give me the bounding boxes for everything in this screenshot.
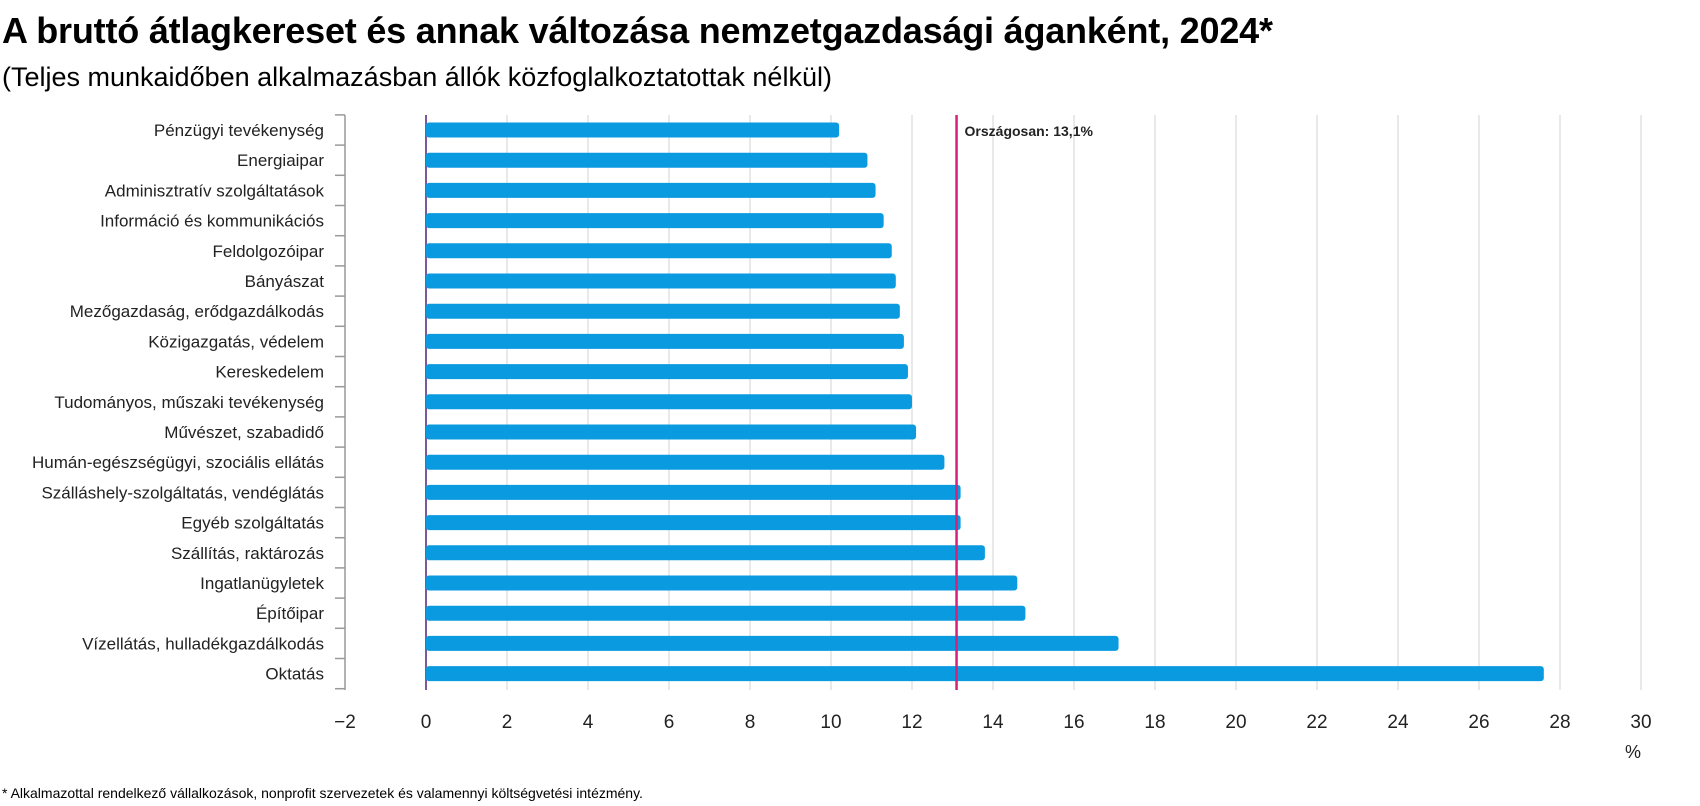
bar <box>426 152 868 168</box>
category-label: Közigazgatás, védelem <box>148 332 324 351</box>
category-label: Vízellátás, hulladékgazdálkodás <box>82 634 324 653</box>
bar <box>426 666 1544 682</box>
bar <box>426 182 876 198</box>
bar <box>426 394 912 410</box>
x-tick-label: 14 <box>982 712 1004 733</box>
category-label: Művészet, szabadidő <box>164 423 324 442</box>
bar <box>426 273 896 289</box>
chart-subtitle: (Teljes munkaidőben alkalmazásban állók … <box>2 62 832 92</box>
bar <box>426 303 900 319</box>
bar-chart: Országosan: 13,1% Pénzügyi tevékenység En… <box>32 114 1652 762</box>
x-tick-label: 20 <box>1225 712 1246 733</box>
x-tick-label: 16 <box>1063 712 1084 733</box>
bar <box>426 635 1119 651</box>
category-label: Szálláshely-szolgáltatás, vendéglátás <box>41 483 324 502</box>
category-label: Tudományos, műszaki tevékenység <box>54 393 324 412</box>
bar <box>426 122 840 138</box>
x-tick-label: 22 <box>1306 712 1327 733</box>
category-label: Feldolgozóipar <box>212 242 324 261</box>
category-label: Építőipar <box>256 604 324 623</box>
category-label: Pénzügyi tevékenység <box>154 121 324 140</box>
x-tick-label: 10 <box>820 712 841 733</box>
bar <box>426 333 904 349</box>
x-tick-label: 12 <box>901 712 922 733</box>
bar <box>426 243 892 259</box>
grid-lines <box>506 115 1642 690</box>
category-label: Egyéb szolgáltatás <box>181 514 324 533</box>
bar <box>426 454 945 470</box>
category-label: Adminisztratív szolgáltatások <box>105 181 325 200</box>
bar <box>426 484 961 500</box>
bar <box>426 213 884 229</box>
category-label: Ingatlanügyletek <box>200 574 324 593</box>
category-label: Energiaipar <box>237 151 324 170</box>
x-tick-label: 8 <box>745 712 756 733</box>
bar <box>426 575 1018 591</box>
category-label: Mezőgazdaság, erődgazdálkodás <box>70 302 324 321</box>
chart-title: A bruttó átlagkereset és annak változása… <box>2 10 1273 51</box>
reference-line-label: Országosan: 13,1% <box>965 123 1094 139</box>
x-tick-label: 2 <box>502 712 513 733</box>
category-label: Információ és kommunikációs <box>100 212 324 231</box>
x-axis-ticks: −2 0 2 4 6 8 10 12 14 16 18 20 22 24 26 28 30% <box>334 712 1651 762</box>
bar <box>426 515 961 531</box>
category-label: Humán-egészségügyi, szociális ellátás <box>32 453 324 472</box>
x-tick-label: 6 <box>664 712 675 733</box>
bar <box>426 605 1026 621</box>
category-label: Szállítás, raktározás <box>171 544 324 563</box>
x-tick-label: 0 <box>421 712 432 733</box>
bars <box>426 122 1544 682</box>
x-tick-label: 30 <box>1630 712 1651 733</box>
x-tick-label: −2 <box>334 712 356 733</box>
reference-line-group: Országosan: 13,1% <box>955 115 1094 690</box>
category-label: Kereskedelem <box>215 363 324 382</box>
x-tick-label: 18 <box>1144 712 1165 733</box>
bar <box>426 424 917 440</box>
category-label: Oktatás <box>265 665 324 684</box>
bar <box>426 364 908 380</box>
x-tick-label: 28 <box>1549 712 1570 733</box>
x-axis-unit: % <box>1625 742 1641 762</box>
x-tick-label: 26 <box>1468 712 1489 733</box>
category-axis <box>335 114 427 690</box>
x-tick-label: 4 <box>583 712 594 733</box>
category-labels: Pénzügyi tevékenység Energiaipar Adminiszt… <box>32 121 324 684</box>
category-label: Bányászat <box>245 272 325 291</box>
footnote: * Alkalmazottal rendelkező vállalkozások… <box>2 785 643 801</box>
x-tick-label: 24 <box>1387 712 1409 733</box>
bar <box>426 545 985 561</box>
